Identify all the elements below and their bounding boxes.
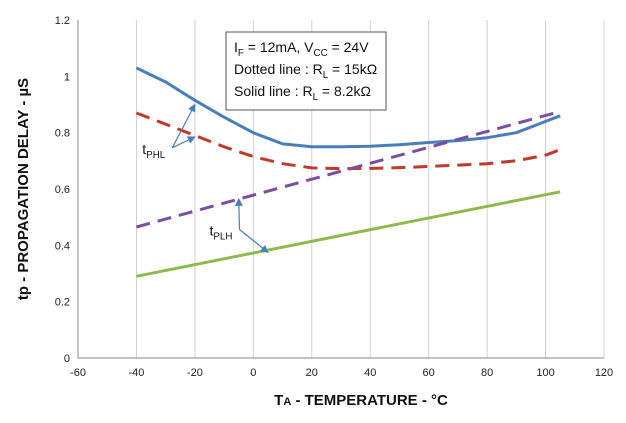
y-tick-label: 0.6 [55,184,70,196]
y-axis-title: tp - PROPAGATION DELAY - µS [15,78,32,300]
x-tick-label: -40 [128,367,144,379]
y-tick-label: 0.4 [55,240,70,252]
x-tick-label: 100 [536,367,554,379]
x-tick-label: 20 [306,367,318,379]
series-lines [135,66,561,278]
x-tick-label: 60 [423,367,435,379]
legend-line-0: IF = 12mA, VCC = 24V [234,39,369,59]
x-tick-label: 80 [481,367,493,379]
x-tick-label: -20 [187,367,203,379]
annotation-arrow-tphl-1 [172,136,196,149]
annotations: tPHL tPLH [142,103,269,254]
y-tick-label: 1 [64,71,70,83]
axes: -60 -40 -20 0 20 40 60 80 100 120 0 0.2 0.4 0.6 0.8 1 1.… [55,15,613,379]
annotation-arrow-tplh-0 [234,197,243,230]
x-tick-label: -60 [70,367,86,379]
legend-line-1: Dotted line : RL = 15kΩ [234,61,377,81]
axis-titles: TA - TEMPERATURE - °C tp - PROPAGATION DE… [15,78,448,409]
annotation-tphl: tPHL [142,141,166,161]
series-line-tphl_8k2 [135,66,561,149]
series-line-tplh_8k2 [136,190,561,278]
series-line-tplh_15k [136,110,561,229]
legend-line-2: Solid line : RL = 8.2kΩ [234,83,371,103]
annotation-tplh: tPLH [210,222,233,242]
x-tick-label: 40 [364,367,376,379]
y-tick-label: 0.2 [55,297,70,309]
series-line-tphl_15k [135,111,561,171]
annotation-arrow-tplh-1 [239,229,269,254]
annotation-arrow-tphl-0 [171,103,196,149]
x-tick-label: 120 [595,367,613,379]
y-tick-label: 0 [64,353,70,365]
y-tick-label: 0.8 [55,128,70,140]
x-axis-title: TA - TEMPERATURE - °C [274,392,448,409]
x-tick-label: 0 [250,367,256,379]
legend-frame [225,31,387,111]
y-tick-label: 1.2 [55,15,70,27]
